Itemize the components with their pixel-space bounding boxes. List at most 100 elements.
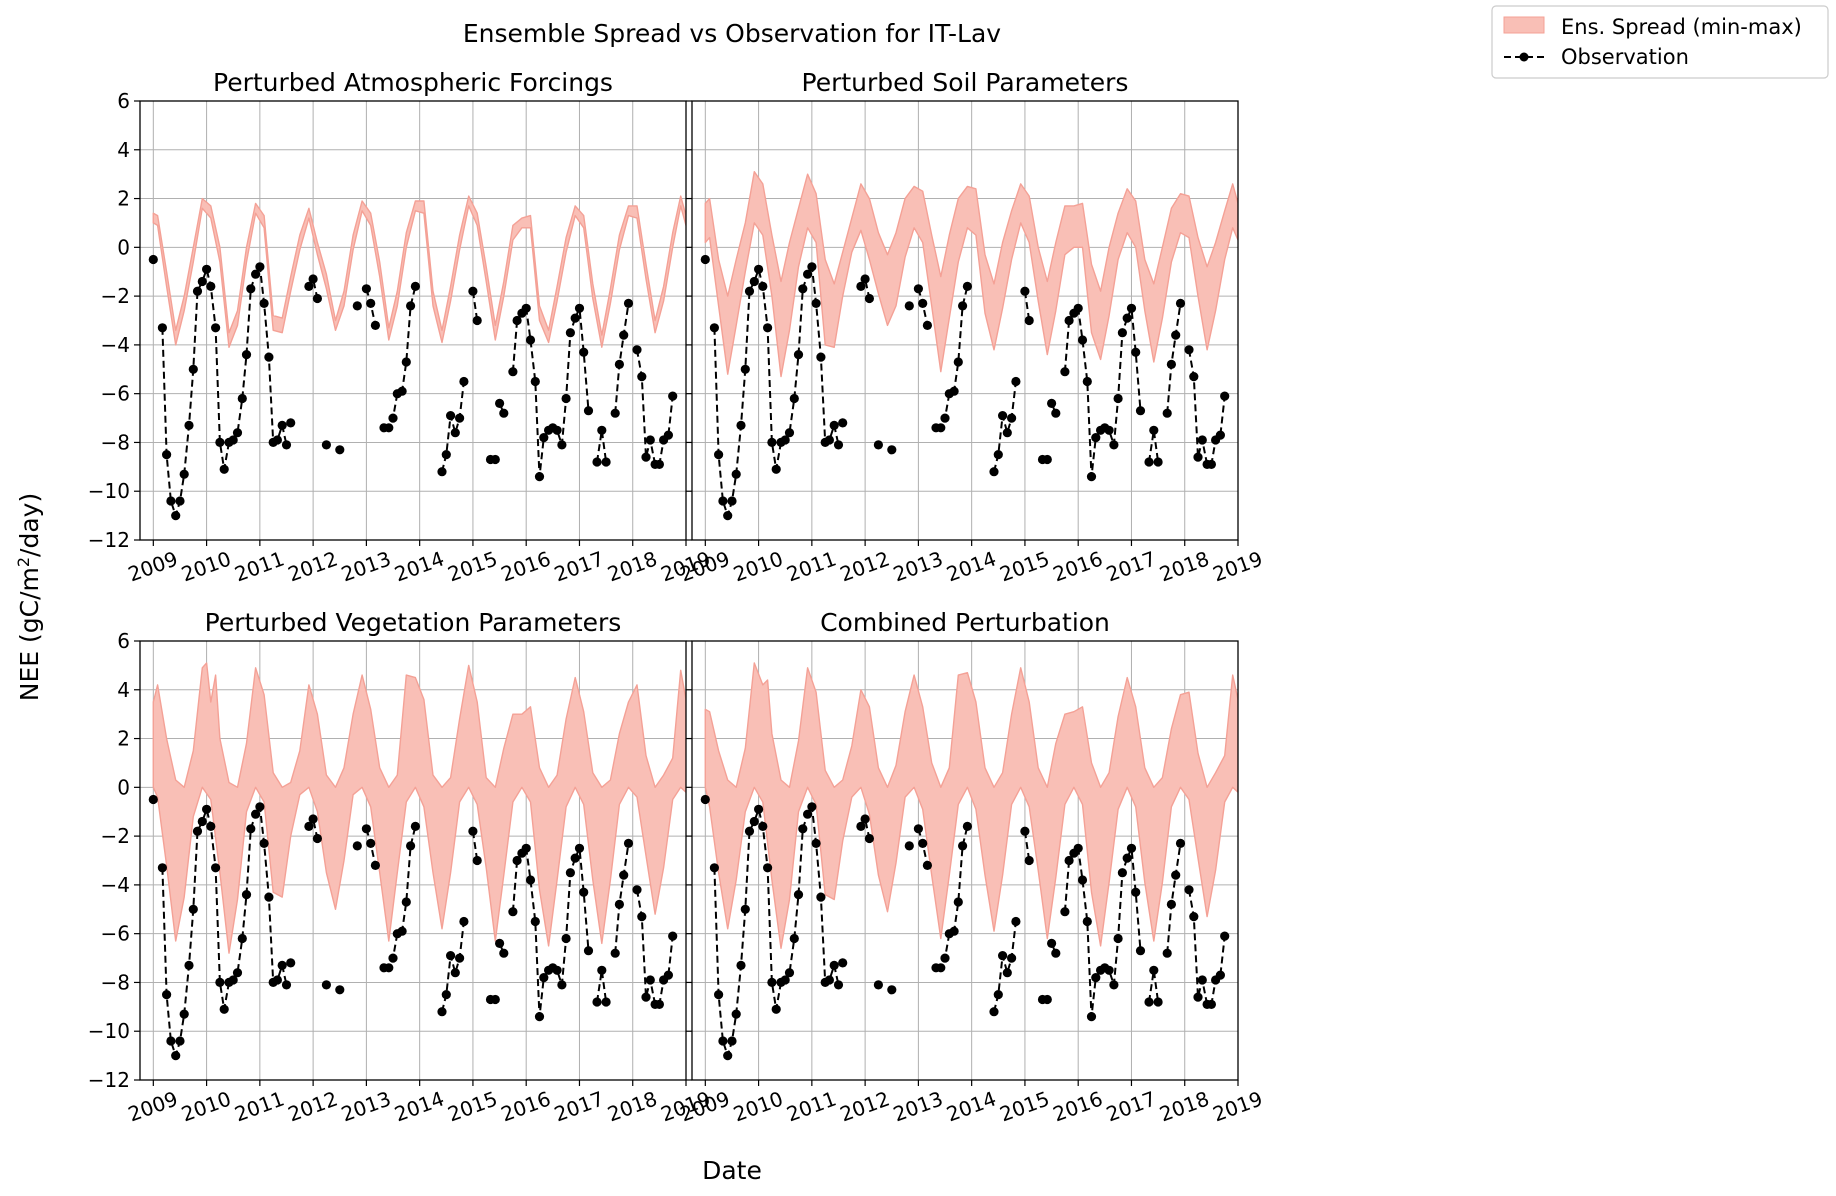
observation-point [361, 824, 371, 834]
observation-point [744, 826, 755, 836]
subplot-4: Combined Perturbation2009201020112012201… [677, 608, 1266, 1126]
observation-point [264, 892, 274, 902]
observation-point [803, 269, 813, 279]
observation-point [397, 926, 407, 936]
observation-point [723, 1051, 733, 1061]
observation-point [873, 980, 884, 990]
observation-point [718, 496, 728, 506]
observation-point [1117, 328, 1127, 338]
observation-point [833, 980, 844, 990]
axes-frame [691, 640, 1239, 1081]
observation-point [1166, 899, 1176, 910]
observation-point [1171, 870, 1181, 880]
observation-point [641, 452, 651, 462]
subplot-2: Perturbed Soil Parameters200920102011201… [677, 68, 1266, 586]
observation-point [1113, 933, 1123, 944]
observation-point [887, 445, 897, 455]
observation-point [784, 968, 795, 978]
x-tick-label: 2009 [125, 1086, 181, 1126]
observation-point [557, 980, 567, 990]
observation-point [406, 841, 416, 851]
observation-point [856, 821, 866, 832]
observation-point [206, 821, 216, 832]
observation-point [335, 445, 345, 455]
legend-observation-label: Observation [1561, 45, 1689, 69]
observation-point [1002, 428, 1012, 438]
observation-point [913, 284, 924, 294]
observation-point [1064, 855, 1074, 866]
observation-point [758, 821, 768, 832]
observation-point [1215, 970, 1225, 980]
x-tick-label: 2017 [1103, 546, 1159, 586]
x-tick-label: 2009 [125, 546, 181, 586]
observation-point [784, 428, 795, 438]
x-tick-label: 2013 [338, 1086, 394, 1126]
observation-point [255, 262, 265, 272]
observation-point [1024, 855, 1034, 866]
subplots: Perturbed Atmospheric Forcings 6 4 2 0 −2 −4 −6… [88, 68, 1266, 1126]
x-tick-label: 2010 [730, 1086, 786, 1126]
observation-point [286, 958, 296, 968]
observation-point [763, 863, 773, 873]
y-axis-label: NEE (gC/m2/day) [14, 493, 44, 701]
observation-point [335, 985, 345, 995]
x-tick-label: 2015 [997, 546, 1053, 586]
y-axis-label-tail: /day) [15, 493, 44, 557]
x-tick-label: 2014 [943, 1086, 999, 1126]
observation-point [179, 1009, 189, 1019]
observation-point [490, 994, 500, 1005]
observation-point [192, 826, 203, 836]
observation-point [736, 420, 746, 430]
observation-point [816, 892, 826, 902]
subplot-title: Perturbed Vegetation Parameters [205, 608, 622, 637]
observation-point [446, 411, 456, 421]
observation-point [490, 454, 500, 465]
observation-point [592, 457, 602, 467]
observation-point [1126, 303, 1137, 313]
x-tick-label: 2012 [837, 546, 893, 586]
y-tick-label: −12 [88, 1068, 130, 1092]
observation-point [579, 887, 589, 897]
y-tick-label: −4 [101, 333, 130, 357]
observation-point [184, 960, 194, 971]
observation-point [441, 450, 451, 460]
x-tick-label: 2016 [498, 546, 554, 586]
observation-point [512, 315, 522, 326]
observation-point [614, 359, 625, 369]
figure-title: Ensemble Spread vs Observation for IT-La… [463, 19, 1001, 48]
observation-point [1042, 994, 1052, 1005]
observation-point [468, 286, 478, 296]
observation-point [384, 423, 394, 433]
legend-spread-label: Ens. Spread (min-max) [1561, 15, 1802, 39]
observation-point [864, 293, 875, 304]
observation-point [468, 826, 478, 836]
legend: Ens. Spread (min-max) Observation [1491, 5, 1829, 79]
x-tick-label: 2015 [445, 1086, 501, 1126]
observation-point [1153, 997, 1163, 1007]
observation-point [740, 364, 750, 374]
observation-point [998, 951, 1008, 961]
observation-point [272, 975, 282, 985]
observation-point [237, 393, 247, 404]
observation-point [1197, 975, 1207, 985]
observation-point [384, 963, 394, 973]
observation-point [641, 992, 651, 1002]
x-tick-label: 2010 [178, 1086, 234, 1126]
x-tick-label: 2012 [837, 1086, 893, 1126]
observation-point [740, 904, 750, 914]
observation-point [410, 821, 420, 832]
x-tick-label: 2018 [604, 1086, 660, 1126]
observation-line [471, 831, 479, 861]
ensemble-spread-band [704, 171, 1238, 378]
observation-point [1220, 931, 1230, 941]
observation-point [206, 281, 216, 291]
observation-point [521, 843, 531, 853]
observation-point [1144, 457, 1154, 467]
observation-point [437, 467, 447, 477]
observation-point [811, 838, 821, 849]
observation-point [1149, 425, 1159, 435]
observation-line [1023, 831, 1031, 861]
observation-point [1109, 440, 1119, 450]
observation-point [259, 838, 269, 849]
observation-point [397, 386, 407, 396]
